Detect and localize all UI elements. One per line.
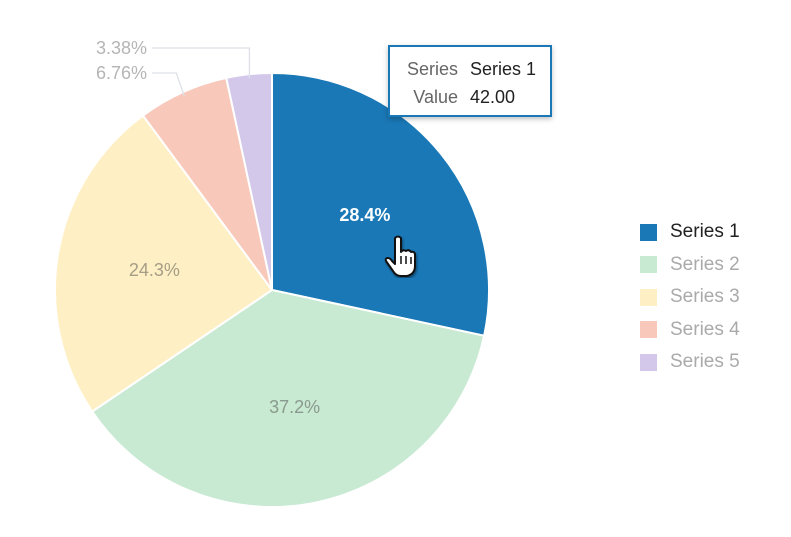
legend-label: Series 1 <box>670 221 740 243</box>
hand-pointer-icon <box>384 235 416 277</box>
slice-label-series-4: 6.76% <box>96 63 147 83</box>
leader-line-series-5 <box>152 47 251 79</box>
tooltip-series-key: Series <box>406 59 458 79</box>
tooltip-value-value: 42.00 <box>470 87 516 107</box>
legend-swatch <box>640 223 657 241</box>
legend-label: Series 4 <box>670 318 740 340</box>
slice-label-series-3: 24.3% <box>129 260 180 280</box>
slice-label-series-5: 3.38% <box>96 38 147 58</box>
tooltip-series-value: Series 1 <box>470 59 537 79</box>
slice-label-series-1: 28.4% <box>339 205 390 225</box>
legend-label: Series 2 <box>670 253 740 275</box>
legend-swatch <box>640 353 657 371</box>
pie-slice-series-1[interactable] <box>271 71 490 337</box>
legend-label: Series 3 <box>670 286 740 308</box>
pie-slice-series-3[interactable] <box>54 114 274 413</box>
tooltip-value-key: Value <box>413 87 458 107</box>
leader-line-series-4 <box>152 72 185 97</box>
legend-swatch <box>640 321 657 339</box>
legend-item-series-2[interactable]: Series 2 <box>640 249 740 282</box>
legend-swatch <box>640 256 657 274</box>
legend-swatch <box>640 288 657 306</box>
legend-item-series-1[interactable]: Series 1 <box>640 216 740 249</box>
slice-label-series-2: 37.2% <box>269 397 320 417</box>
legend-item-series-3[interactable]: Series 3 <box>640 281 740 314</box>
legend-item-series-4[interactable]: Series 4 <box>640 314 740 347</box>
legend-label: Series 5 <box>670 351 740 373</box>
legend-item-series-5[interactable]: Series 5 <box>640 346 740 379</box>
tooltip: Series Series 1 Value 42.00 <box>388 45 552 117</box>
legend: Series 1 Series 2 Series 3 Series 4 Seri… <box>640 216 740 379</box>
pie-slice-series-2[interactable] <box>90 288 486 508</box>
